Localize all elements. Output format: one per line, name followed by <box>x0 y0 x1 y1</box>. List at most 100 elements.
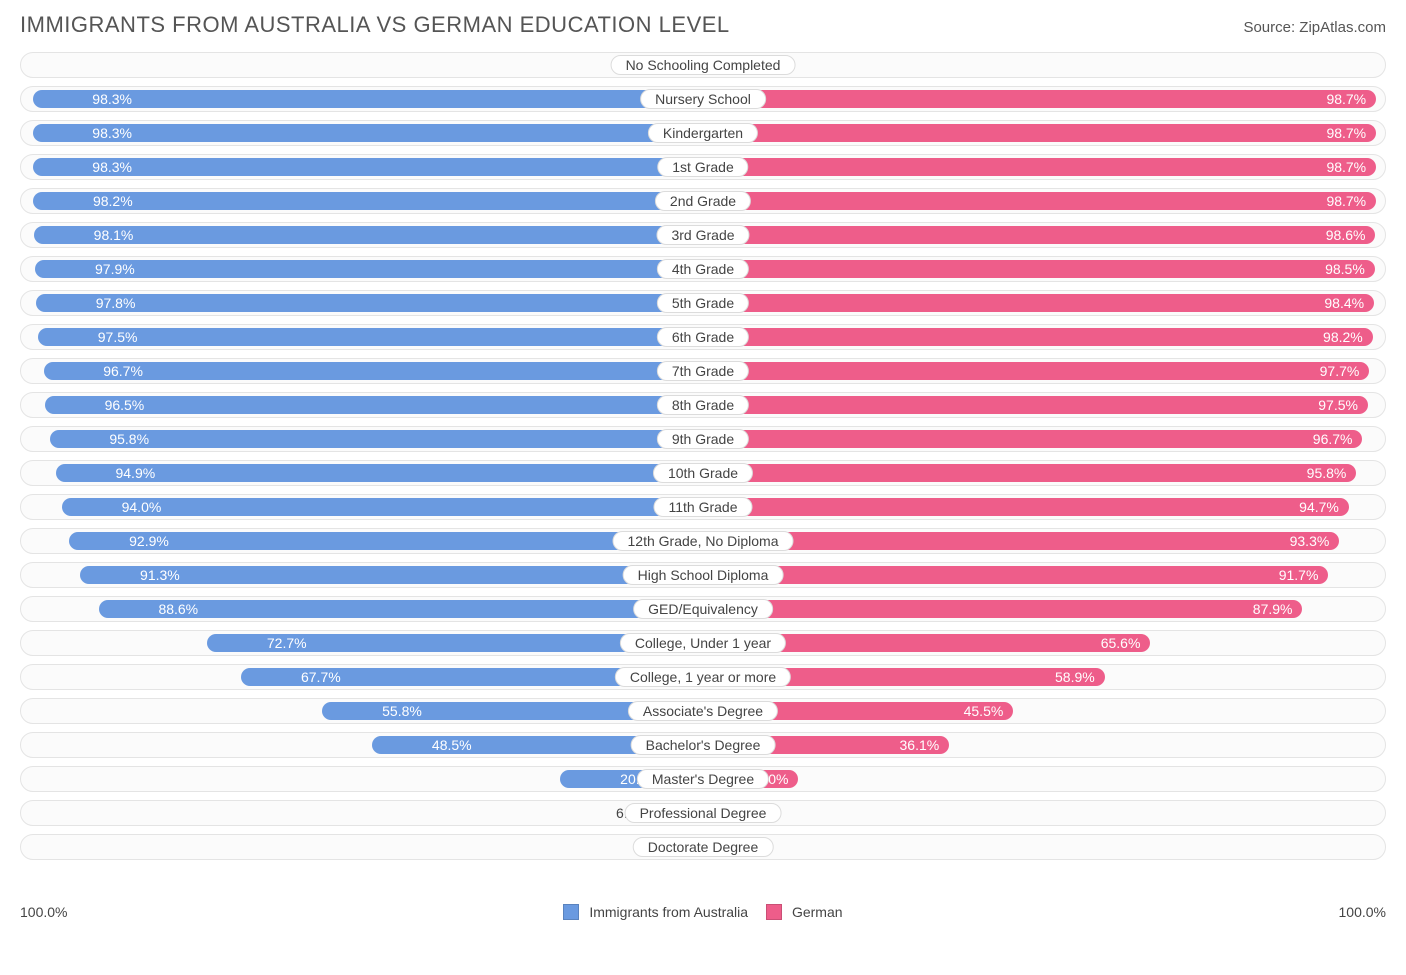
chart-row: 92.9% 93.3% 12th Grade, No Diploma <box>20 528 1386 554</box>
value-right: 98.7% <box>1326 159 1376 175</box>
value-left: 98.3% <box>82 91 132 107</box>
row-label: Kindergarten <box>648 123 758 143</box>
value-left: 97.9% <box>85 261 135 277</box>
legend-item-right: German <box>766 904 842 920</box>
value-right: 97.5% <box>1318 397 1368 413</box>
value-right: 93.3% <box>1290 533 1340 549</box>
row-label: 9th Grade <box>657 429 749 449</box>
value-left: 96.7% <box>93 363 143 379</box>
chart-row: 98.3% 98.7% Kindergarten <box>20 120 1386 146</box>
bar-left <box>35 260 703 278</box>
chart-row: 91.3%91.7%High School Diploma <box>20 562 1386 588</box>
bar-right <box>703 90 1376 108</box>
bar-left <box>33 192 703 210</box>
legend-swatch-right <box>766 904 782 920</box>
value-left: 98.3% <box>82 125 132 141</box>
value-right: 98.7% <box>1326 125 1376 141</box>
value-left: 98.3% <box>82 159 132 175</box>
chart-row: 72.7% 65.6% College, Under 1 year <box>20 630 1386 656</box>
legend-swatch-left <box>563 904 579 920</box>
value-left: 98.1% <box>84 227 134 243</box>
row-label: Professional Degree <box>625 803 782 823</box>
value-right: 94.7% <box>1299 499 1349 515</box>
chart-row: 94.0% 94.7% 11th Grade <box>20 494 1386 520</box>
bar-right <box>703 532 1339 550</box>
bar-left <box>36 294 703 312</box>
legend-center: Immigrants from Australia German <box>563 904 842 920</box>
legend-label-left: Immigrants from Australia <box>589 904 748 920</box>
chart-row: 6.9%4.1%Professional Degree <box>20 800 1386 826</box>
chart-title: IMMIGRANTS FROM AUSTRALIA VS GERMAN EDUC… <box>20 12 730 38</box>
value-left: 98.2% <box>83 193 133 209</box>
row-label: Doctorate Degree <box>633 837 774 857</box>
value-left: 92.9% <box>119 533 169 549</box>
value-left: 94.9% <box>105 465 155 481</box>
chart-row: 95.8%96.7%9th Grade <box>20 426 1386 452</box>
bar-right <box>703 226 1375 244</box>
row-label: 3rd Grade <box>656 225 749 245</box>
chart-row: 94.9% 95.8% 10th Grade <box>20 460 1386 486</box>
bar-left <box>38 328 703 346</box>
value-left: 88.6% <box>148 601 198 617</box>
axis-left-max: 100.0% <box>20 904 67 920</box>
value-left: 72.7% <box>257 635 307 651</box>
bar-right <box>703 566 1328 584</box>
row-label: 10th Grade <box>653 463 753 483</box>
row-label: 7th Grade <box>657 361 749 381</box>
chart-row: 98.3% 98.7% 1st Grade <box>20 154 1386 180</box>
value-right: 65.6% <box>1101 635 1151 651</box>
value-right: 45.5% <box>964 703 1014 719</box>
bar-right <box>703 192 1376 210</box>
value-left: 96.5% <box>95 397 145 413</box>
value-left: 55.8% <box>372 703 422 719</box>
row-label: Bachelor's Degree <box>631 735 776 755</box>
value-left: 94.0% <box>112 499 162 515</box>
value-left: 67.7% <box>291 669 341 685</box>
row-label: 12th Grade, No Diploma <box>613 531 794 551</box>
bar-right <box>703 600 1302 618</box>
value-right: 98.7% <box>1326 193 1376 209</box>
value-right: 98.2% <box>1323 329 1373 345</box>
row-label: 6th Grade <box>657 327 749 347</box>
row-label: 1st Grade <box>657 157 748 177</box>
chart-row: 1.7%1.4%No Schooling Completed <box>20 52 1386 78</box>
bar-right <box>703 498 1349 516</box>
value-left: 97.5% <box>88 329 138 345</box>
bar-right <box>703 464 1356 482</box>
chart-row: 67.7% 58.9% College, 1 year or more <box>20 664 1386 690</box>
value-right: 95.8% <box>1307 465 1357 481</box>
row-label: Nursery School <box>640 89 766 109</box>
chart-legend: 100.0% Immigrants from Australia German … <box>20 904 1386 920</box>
row-label: Associate's Degree <box>628 701 778 721</box>
row-label: 11th Grade <box>653 497 752 517</box>
row-label: 4th Grade <box>657 259 749 279</box>
row-label: 2nd Grade <box>655 191 751 211</box>
value-left: 48.5% <box>422 737 472 753</box>
chart-row: 55.8% 45.5% Associate's Degree <box>20 698 1386 724</box>
row-label: 5th Grade <box>657 293 749 313</box>
row-label: GED/Equivalency <box>633 599 773 619</box>
value-left: 91.3% <box>130 567 180 583</box>
chart-row: 96.7%97.7%7th Grade <box>20 358 1386 384</box>
row-label: Master's Degree <box>637 769 769 789</box>
row-label: College, Under 1 year <box>620 633 786 653</box>
value-right: 58.9% <box>1055 669 1105 685</box>
chart-row: 98.3% 98.7% Nursery School <box>20 86 1386 112</box>
value-right: 91.7% <box>1279 567 1329 583</box>
chart-row: 98.2% 98.7% 2nd Grade <box>20 188 1386 214</box>
chart-row: 97.9% 98.5% 4th Grade <box>20 256 1386 282</box>
bar-left <box>33 124 703 142</box>
axis-right-max: 100.0% <box>1339 904 1386 920</box>
chart-row: 2.8%1.8%Doctorate Degree <box>20 834 1386 860</box>
value-left: 97.8% <box>86 295 136 311</box>
diverging-bar-chart: 1.7%1.4%No Schooling Completed 98.3% 98.7%… <box>20 52 1386 898</box>
value-right: 98.5% <box>1325 261 1375 277</box>
row-label: College, 1 year or more <box>615 667 791 687</box>
value-right: 98.4% <box>1324 295 1374 311</box>
value-right: 98.7% <box>1326 91 1376 107</box>
legend-item-left: Immigrants from Australia <box>563 904 748 920</box>
chart-row: 97.5% 98.2% 6th Grade <box>20 324 1386 350</box>
bar-left <box>33 90 703 108</box>
value-right: 36.1% <box>900 737 950 753</box>
bar-right <box>703 294 1374 312</box>
